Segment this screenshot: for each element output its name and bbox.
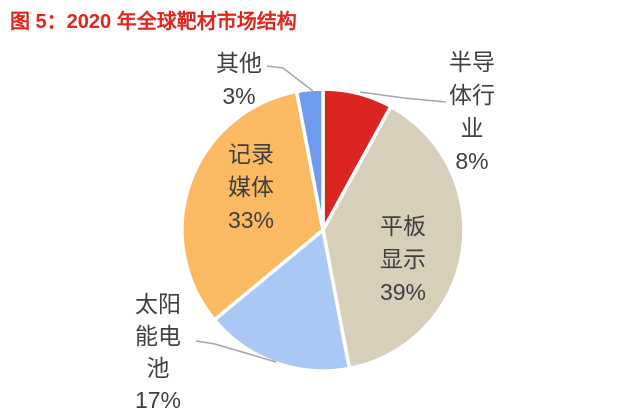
label-flat-panel-display-value: 39% [379,279,427,305]
label-other-value: 3% [222,83,256,109]
label-semiconductor-name: 半导体行业 [449,49,495,141]
chart-title: 图 5：2020 年全球靶材市场结构 [10,11,297,33]
label-solar-cell-value: 17% [134,387,182,413]
leader-line-other [266,65,314,92]
label-semiconductor-value: 8% [455,148,489,174]
label-semiconductor: 半导体行业 8% [446,46,498,178]
pie-slice-solar-cell [212,228,352,373]
label-recording-media-name: 记录媒体 [228,141,274,200]
label-flat-panel-display: 平板显示 39% [377,210,429,309]
leader-line-semiconductor [359,91,447,103]
leader-line-solar-cell [195,340,277,363]
pie-slice-recording-media [180,89,325,322]
label-flat-panel-display-name: 平板显示 [380,213,426,272]
label-recording-media-value: 33% [227,207,275,233]
pie-slices [180,87,466,373]
label-solar-cell-name: 太阳能电池 [135,291,181,381]
pie-slice-flat-panel-display [321,104,466,371]
label-recording-media: 记录媒体 33% [225,138,277,237]
pie-slice-other [294,87,325,232]
label-other: 其他 3% [213,47,265,113]
label-other-name: 其他 [216,50,262,76]
label-solar-cell: 太阳能电池 17% [132,288,184,416]
